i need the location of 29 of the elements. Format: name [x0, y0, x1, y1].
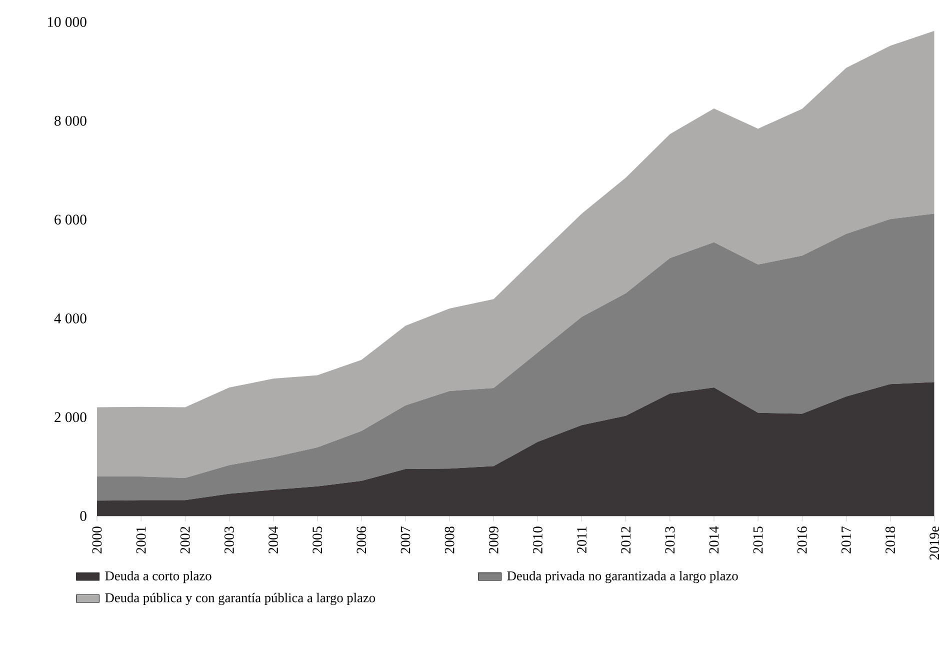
x-tick-label: 2000 [92, 526, 102, 554]
x-tick-label: 2016 [797, 526, 807, 554]
x-tick-label: 2015 [753, 526, 763, 554]
legend-label: Deuda a corto plazo [105, 570, 212, 584]
x-tick-label: 2010 [532, 526, 542, 554]
x-tick-label: 2011 [577, 526, 587, 553]
x-tick-label: 2001 [136, 526, 146, 554]
x-tick-label: 2009 [488, 526, 498, 554]
legend-label: Deuda privada no garantizada a largo plazo [507, 570, 738, 584]
x-tick-label: 2013 [665, 526, 675, 554]
x-tick-label: 2003 [224, 526, 234, 554]
x-tick-label: 2004 [268, 526, 278, 554]
x-tick-label: 2007 [400, 526, 410, 554]
y-tick-label: 10 000 [48, 17, 86, 27]
x-tick-label: 2019e [930, 526, 940, 560]
x-tick-label: 2006 [356, 526, 366, 554]
x-tick-label: 2012 [621, 526, 631, 554]
y-tick-label: 4 000 [54, 313, 86, 324]
y-tick-label: 6 000 [54, 214, 86, 225]
x-tick-label: 2018 [886, 526, 895, 554]
x-tick-label: 2014 [709, 526, 719, 554]
legend-label: Deuda pública y con garantía pública a largo plazo [105, 592, 376, 606]
x-tick-label: 2008 [444, 526, 454, 554]
x-tick-label: 2017 [841, 526, 851, 554]
x-tick-label: 2005 [312, 526, 322, 554]
y-tick-label: 2 000 [54, 412, 86, 422]
x-tick-label: 2002 [180, 526, 190, 554]
y-tick-label: 8 000 [54, 116, 86, 126]
y-tick-label: 0 [80, 511, 86, 521]
